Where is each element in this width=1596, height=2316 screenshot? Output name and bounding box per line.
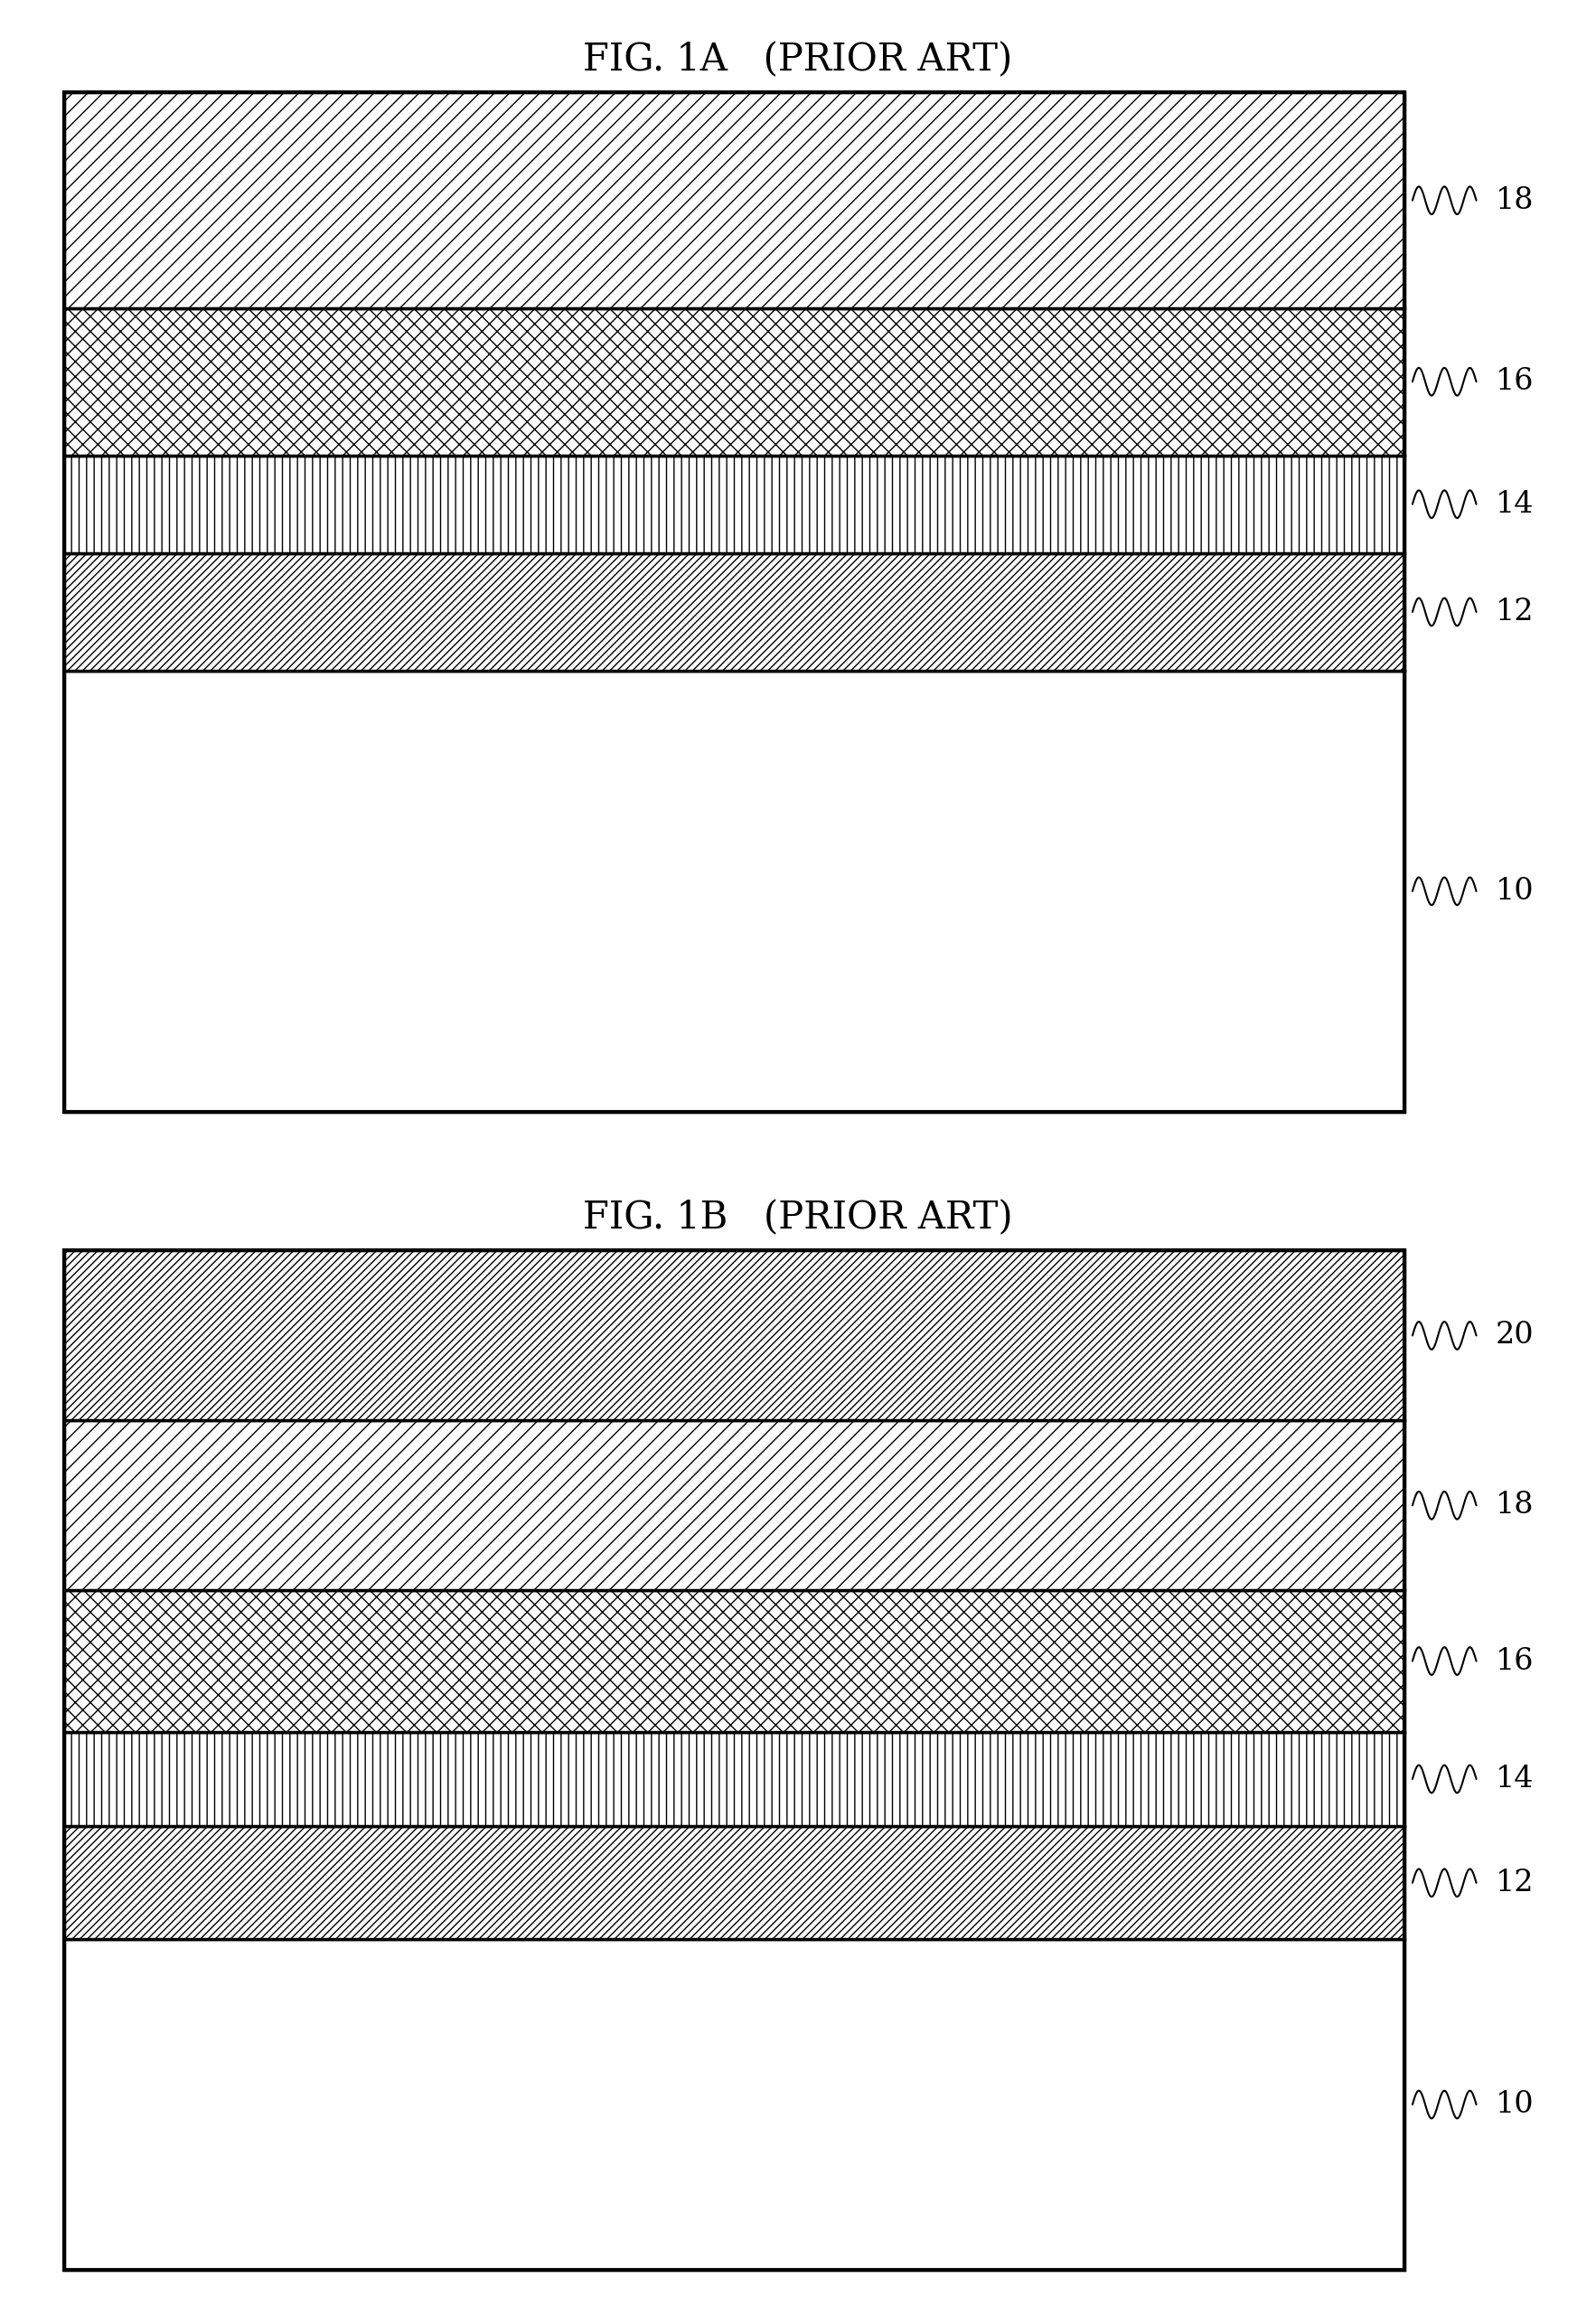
Text: 14: 14 — [1495, 489, 1534, 519]
Bar — [64, 1420, 1404, 1591]
Bar — [64, 308, 1404, 456]
Text: 18: 18 — [1495, 1492, 1534, 1519]
Bar — [64, 554, 1404, 672]
Bar — [64, 93, 1404, 308]
Bar — [64, 456, 1404, 554]
Bar — [64, 1732, 1404, 1827]
Text: FIG. 1B   (PRIOR ART): FIG. 1B (PRIOR ART) — [583, 1200, 1013, 1237]
Text: 12: 12 — [1495, 1869, 1534, 1897]
Text: 18: 18 — [1495, 185, 1534, 215]
Bar — [64, 1938, 1404, 2270]
Text: FIG. 1A   (PRIOR ART): FIG. 1A (PRIOR ART) — [583, 39, 1013, 79]
Bar — [64, 1251, 1404, 2270]
Bar — [64, 93, 1404, 1112]
Text: 16: 16 — [1495, 368, 1534, 396]
Text: 10: 10 — [1495, 878, 1534, 906]
Bar — [64, 1827, 1404, 1938]
Text: 14: 14 — [1495, 1765, 1534, 1793]
Text: 16: 16 — [1495, 1647, 1534, 1674]
Text: 20: 20 — [1495, 1320, 1534, 1350]
Text: 10: 10 — [1495, 2089, 1534, 2119]
Bar — [64, 672, 1404, 1112]
Bar — [64, 1251, 1404, 1420]
Bar — [64, 1591, 1404, 1732]
Text: 12: 12 — [1495, 598, 1534, 625]
